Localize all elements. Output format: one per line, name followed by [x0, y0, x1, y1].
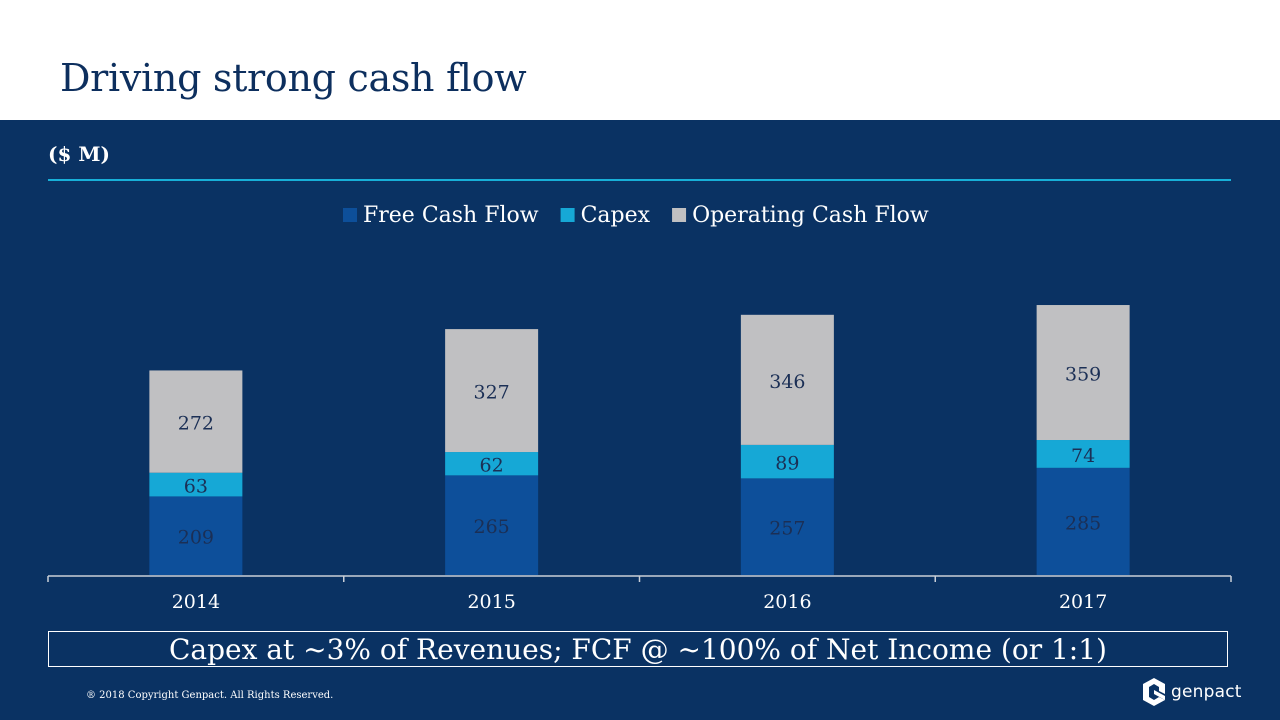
bar-segment-operating-cash-flow-2014 — [149, 370, 243, 473]
bar-segment-operating-cash-flow-2017 — [1036, 305, 1130, 441]
legend-label: Operating Cash Flow — [692, 203, 929, 228]
data-label: 62 — [480, 455, 504, 477]
x-tick-label: 2015 — [467, 591, 515, 613]
data-label: 74 — [1071, 445, 1095, 467]
x-tick-label: 2014 — [172, 591, 220, 613]
stacked-bar-chart: Free Cash Flow Capex Operating Cash Flow 2… — [47, 203, 1232, 613]
unit-label: ($ M) — [48, 142, 110, 166]
bar-segment-free-cash-flow-2015 — [445, 475, 539, 575]
x-axis: 2014 2015 2016 2017 — [47, 575, 1232, 613]
copyright-text: ® 2018 Copyright Genpact. All Rights Res… — [86, 690, 334, 701]
slide-title: Driving strong cash flow — [60, 56, 527, 100]
data-label: 89 — [775, 453, 799, 475]
data-label: 265 — [473, 516, 509, 538]
bar-segment-capex-2016 — [740, 444, 834, 479]
bar-segment-free-cash-flow-2014 — [149, 496, 243, 575]
x-tick-label: 2016 — [763, 591, 811, 613]
company-logo: genpact — [1143, 678, 1242, 706]
bar-segment-capex-2015 — [445, 452, 539, 476]
data-label: 209 — [178, 527, 214, 549]
bar-segment-operating-cash-flow-2015 — [445, 329, 539, 453]
data-label: 346 — [769, 371, 805, 393]
bar-segment-free-cash-flow-2017 — [1036, 467, 1130, 575]
divider-line — [48, 179, 1231, 181]
logo-wordmark: genpact — [1171, 682, 1242, 702]
bar-segment-free-cash-flow-2016 — [740, 478, 834, 575]
legend-label: Capex — [581, 203, 651, 228]
legend-swatch — [672, 208, 687, 222]
chart-panel: ($ M) Free Cash Flow Capex Operating Cash … — [0, 120, 1280, 720]
genpact-logo-icon — [1143, 678, 1165, 706]
data-label: 63 — [184, 476, 208, 498]
legend-label: Free Cash Flow — [363, 203, 539, 228]
data-label: 285 — [1065, 512, 1101, 534]
legend-swatch — [343, 208, 357, 222]
data-label: 272 — [178, 413, 214, 435]
x-tick-label: 2017 — [1059, 591, 1107, 613]
legend-swatch — [560, 208, 575, 222]
bar-segment-capex-2017 — [1036, 440, 1130, 468]
data-label: 359 — [1065, 364, 1101, 386]
bar-segment-operating-cash-flow-2016 — [740, 314, 834, 445]
chart-legend: Free Cash Flow Capex Operating Cash Flow — [343, 203, 929, 228]
callout-box: Capex at ~3% of Revenues; FCF @ ~100% of… — [48, 631, 1228, 667]
data-label: 257 — [769, 518, 805, 540]
bar-segment-capex-2014 — [149, 472, 243, 497]
callout-text: Capex at ~3% of Revenues; FCF @ ~100% of… — [169, 632, 1107, 666]
chart-bars: 209 63 272 265 62 327 257 89 346 285 74 359 — [149, 305, 1130, 575]
data-label: 327 — [473, 382, 509, 404]
